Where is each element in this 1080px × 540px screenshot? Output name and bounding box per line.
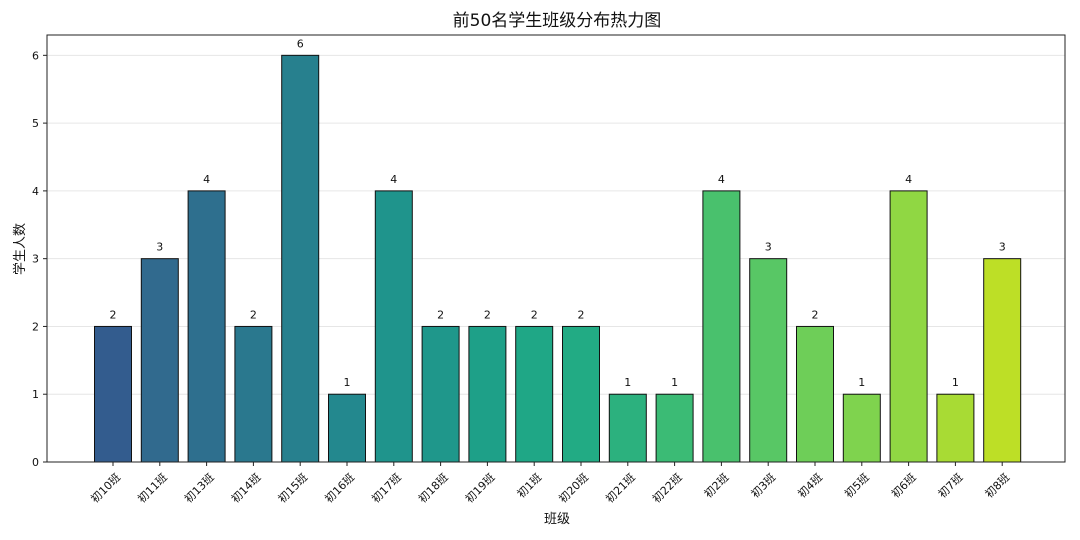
x-tick-label: 初17班 bbox=[369, 470, 404, 505]
bar-value-label: 4 bbox=[203, 173, 210, 186]
bar-value-label: 2 bbox=[437, 308, 444, 321]
data-labels-layer: 2 3 4 2 6 1 4 2 2 2 2 1 1 4 3 2 1 4 1 3 bbox=[110, 37, 1006, 389]
x-tick-label: 初5班 bbox=[842, 470, 872, 500]
x-tick-label: 初16班 bbox=[322, 470, 357, 505]
bar-value-label: 1 bbox=[858, 376, 865, 389]
x-axis: 初10班 初11班 初13班 初14班 初15班 初16班 初17班 初18班 初19班 初1班初… bbox=[88, 462, 1012, 506]
x-tick-label: 初7班 bbox=[935, 470, 965, 500]
bar-value-label: 1 bbox=[344, 376, 351, 389]
bar-value-label: 1 bbox=[952, 376, 959, 389]
x-tick-label: 初8班 bbox=[982, 470, 1012, 500]
x-tick-label: 初15班 bbox=[275, 470, 310, 505]
y-tick-label: 6 bbox=[32, 49, 39, 62]
x-tick-label: 初1班 bbox=[514, 470, 544, 500]
x-tick-label: 初3班 bbox=[748, 470, 778, 500]
x-tick-label: 初14班 bbox=[228, 470, 263, 505]
bar-value-label: 3 bbox=[156, 241, 163, 254]
bar-9 bbox=[468, 325, 507, 463]
y-tick-label: 1 bbox=[32, 388, 39, 401]
bar-value-label: 3 bbox=[765, 241, 772, 254]
bar-11 bbox=[562, 325, 600, 463]
x-tick-label: 初11班 bbox=[135, 470, 170, 505]
bar-value-label: 2 bbox=[531, 308, 538, 321]
bar-5 bbox=[281, 54, 320, 463]
y-tick-label: 0 bbox=[32, 456, 39, 469]
bar-value-label: 2 bbox=[578, 308, 585, 321]
plot-frame bbox=[46, 34, 1066, 463]
bar-value-label: 2 bbox=[484, 308, 491, 321]
bar-4 bbox=[234, 325, 273, 463]
bar-value-label: 1 bbox=[624, 376, 631, 389]
x-tick-label: 初21班 bbox=[603, 470, 638, 505]
x-tick-label: 初19班 bbox=[462, 470, 497, 505]
chart-title: 前50名学生班级分布热力图 bbox=[453, 11, 662, 31]
bar-value-label: 4 bbox=[718, 173, 725, 186]
bar-value-label: 4 bbox=[390, 173, 397, 186]
x-tick-label: 初18班 bbox=[415, 470, 450, 505]
y-tick-label: 2 bbox=[32, 320, 39, 333]
bar-value-label: 6 bbox=[297, 37, 304, 50]
x-tick-label: 初2班 bbox=[701, 470, 731, 500]
x-tick-label: 初22班 bbox=[649, 470, 684, 505]
bar-value-label: 4 bbox=[905, 173, 912, 186]
y-tick-label: 4 bbox=[32, 185, 39, 198]
bar-14 bbox=[702, 190, 741, 463]
bar-20 bbox=[983, 258, 1022, 463]
bar-value-label: 2 bbox=[110, 308, 117, 321]
x-tick-label: 初13班 bbox=[181, 470, 216, 505]
bar-19 bbox=[936, 393, 975, 463]
bar-16 bbox=[796, 325, 834, 463]
bar-value-label: 2 bbox=[812, 308, 819, 321]
y-axis-label: 学生人数 bbox=[12, 223, 28, 275]
y-tick-label: 3 bbox=[32, 253, 39, 266]
x-axis-label: 班级 bbox=[544, 512, 570, 527]
x-tick-label: 初10班 bbox=[88, 470, 123, 505]
bar-2 bbox=[140, 258, 179, 463]
bar-8 bbox=[421, 325, 460, 463]
bar-15 bbox=[749, 258, 788, 463]
bar-18 bbox=[889, 190, 928, 463]
bar-value-label: 2 bbox=[250, 308, 257, 321]
bar-10 bbox=[515, 325, 554, 463]
bar-6 bbox=[328, 393, 366, 463]
x-tick-label: 初4班 bbox=[795, 470, 825, 500]
bars-layer bbox=[94, 54, 1022, 463]
x-tick-label: 初20班 bbox=[556, 470, 591, 505]
y-axis: 0 1 2 3 4 5 6 bbox=[32, 49, 47, 469]
bar-1 bbox=[94, 325, 132, 463]
bar-7 bbox=[374, 190, 413, 463]
x-tick-label: 初6班 bbox=[888, 470, 918, 500]
bar-12 bbox=[608, 393, 647, 463]
bar-13 bbox=[655, 393, 694, 463]
y-tick-label: 5 bbox=[32, 117, 39, 130]
bar-3 bbox=[187, 190, 226, 463]
bar-17 bbox=[842, 393, 881, 463]
bar-value-label: 3 bbox=[999, 241, 1006, 254]
bar-value-label: 1 bbox=[671, 376, 678, 389]
